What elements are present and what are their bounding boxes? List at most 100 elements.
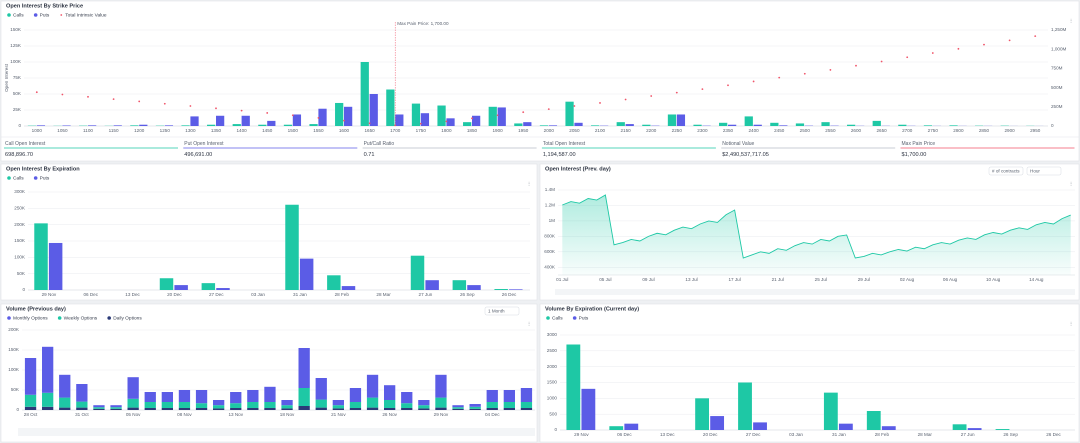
legend-marker — [57, 316, 62, 320]
bar — [624, 423, 639, 430]
y-tick-label: 2000 — [547, 364, 558, 369]
menu-dots[interactable]: ⋮ — [1069, 321, 1074, 326]
y2-tick-label: 250M — [1051, 104, 1063, 109]
bar-segment — [213, 408, 225, 410]
bar-segment — [264, 386, 276, 402]
bar — [472, 115, 481, 126]
point — [61, 93, 64, 96]
y-axis-label: Open Interest — [4, 63, 9, 92]
legend-marker — [572, 316, 577, 320]
bar-segment — [384, 385, 396, 400]
bar — [923, 125, 933, 126]
x-tick-label: 09 Jul — [642, 277, 654, 282]
legend-label: Puts — [40, 12, 50, 18]
bar — [581, 388, 596, 430]
dropdown-label[interactable]: # of contracts — [992, 168, 1020, 173]
bar-segment — [503, 402, 515, 408]
x-tick-label: 2700 — [902, 128, 913, 133]
bar-segment — [93, 405, 105, 408]
x-tick-label: 31 Oct — [75, 412, 89, 417]
bar — [838, 423, 853, 430]
dropdown[interactable] — [988, 166, 1024, 176]
x-tick-label: 05 Nov — [126, 412, 141, 417]
point — [1034, 35, 1037, 38]
menu-dots[interactable]: ⋮ — [1069, 181, 1074, 186]
x-tick-label: 26 Sep — [1003, 432, 1018, 437]
bar — [539, 125, 549, 126]
bar-segment — [247, 408, 259, 410]
bar-segment — [110, 407, 122, 409]
y-tick-label: 50K — [11, 387, 20, 392]
dropdown[interactable] — [1026, 166, 1062, 176]
bar — [36, 125, 46, 126]
bar-segment — [366, 374, 379, 398]
x-tick-label: 29 Nov — [574, 432, 589, 437]
point — [752, 80, 755, 83]
bar — [695, 398, 710, 430]
bar-segment — [230, 392, 242, 404]
bar — [395, 114, 404, 126]
menu-dots[interactable]: ⋮ — [527, 321, 532, 326]
bar-segment — [42, 346, 54, 393]
dropdown[interactable] — [484, 306, 520, 316]
x-tick-label: 2500 — [800, 128, 811, 133]
area — [562, 195, 1071, 275]
stat-value: 698,896.70 — [5, 152, 33, 158]
bar-segment — [486, 390, 498, 402]
point — [343, 119, 345, 122]
line — [562, 194, 1071, 259]
x-tick-label: 06 Aug — [943, 277, 958, 282]
x-tick-label: 28 Mar — [918, 432, 933, 437]
x-tick-label: 14 Aug — [1029, 277, 1044, 282]
bar — [823, 392, 838, 430]
bar-segment — [127, 407, 139, 410]
bar-segment — [161, 402, 173, 408]
menu-dots[interactable]: ⋮ — [527, 181, 532, 186]
bar-segment — [213, 400, 225, 406]
navigator — [18, 428, 535, 436]
bar — [386, 89, 395, 126]
y-tick-label: 200K — [8, 327, 20, 332]
y-tick-label: 1M — [549, 218, 556, 223]
point — [573, 105, 576, 107]
y2-tick-label: 500M — [1051, 85, 1063, 90]
bar — [446, 118, 455, 126]
x-tick-label: 13 Nov — [228, 412, 243, 417]
bar-segment — [24, 394, 37, 407]
bar-segment — [42, 392, 54, 407]
stat-label: Notional Value — [722, 141, 754, 147]
x-tick-label: 1750 — [416, 128, 427, 133]
bar-segment — [384, 400, 396, 408]
bar — [88, 125, 97, 126]
panel-title: Open Interest (Prev. day) — [545, 166, 611, 172]
bar-segment — [24, 406, 37, 410]
x-tick-label: 27 Dec — [209, 292, 224, 297]
dropdown-label[interactable]: Hour — [1030, 168, 1040, 173]
y-tick-label: 1000 — [547, 396, 558, 401]
bar-segment — [418, 400, 430, 406]
point — [675, 91, 678, 94]
y-tick-label: 1.4M — [545, 187, 555, 192]
y2-tick-label: 0 — [1051, 123, 1054, 128]
menu-dots[interactable]: ⋮ — [1069, 18, 1074, 23]
bar — [509, 289, 523, 290]
bar — [744, 116, 753, 126]
x-tick-label: 28 Oct — [24, 412, 38, 417]
dropdown-label[interactable]: 1 Month — [488, 308, 505, 313]
x-tick-label: 2850 — [979, 128, 990, 133]
bar — [591, 125, 600, 126]
x-tick-label: 1850 — [467, 128, 478, 133]
panel — [539, 163, 1080, 301]
bar-segment — [144, 402, 156, 408]
bar-segment — [435, 397, 447, 408]
bar-segment — [486, 402, 498, 408]
y-tick-label: 200K — [14, 222, 26, 227]
panel-title: Volume (Previous day) — [6, 306, 66, 312]
x-tick-label: 1250 — [160, 128, 171, 133]
bar — [410, 255, 425, 290]
y2-tick-label: 1,250M — [1051, 27, 1066, 32]
point — [35, 91, 38, 94]
bar — [241, 115, 250, 126]
point — [419, 122, 422, 125]
panel — [539, 303, 1080, 443]
